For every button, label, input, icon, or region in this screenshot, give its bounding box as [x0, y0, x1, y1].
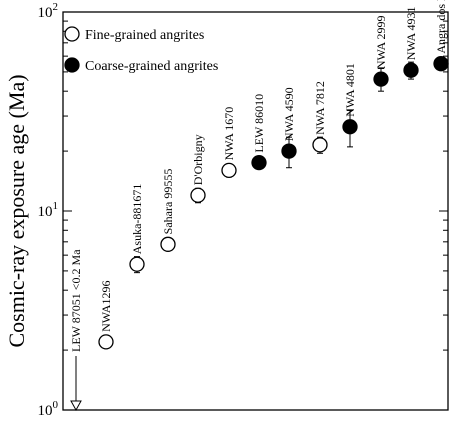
- point-label-sahara-99555: Sahara 99555: [161, 169, 175, 235]
- legend-label-fine: Fine-grained angrites: [85, 28, 204, 43]
- point-label-nwa-7812: NWA 7812: [313, 81, 327, 135]
- point-label-d-orbigny: D'Orbigny: [191, 134, 205, 185]
- legend-marker-coarse: [64, 57, 80, 73]
- y-tick-label-1: 100: [38, 399, 59, 419]
- legend: Fine-grained angrites Coarse-grained ang…: [64, 26, 218, 74]
- point-label-asuka-881671: Asuka-881671: [130, 184, 144, 255]
- point-nwa-2999: [373, 71, 389, 87]
- legend-marker-fine: [64, 26, 80, 42]
- point-asuka-881671: [129, 256, 145, 272]
- point-nwa-4931: [403, 62, 419, 78]
- y-axis-label: Cosmic-ray exposure age (Ma): [4, 74, 29, 347]
- point-lew-86010: [251, 154, 267, 171]
- point-label-lew-87051: LEW 87051 <0.2 Ma: [69, 249, 83, 352]
- point-label-nwa-2999: NWA 2999: [374, 15, 388, 69]
- y-axis-tick-labels: 100 101 102: [38, 1, 59, 419]
- point-nwa1296: [98, 334, 114, 350]
- upper-limit-marker: [70, 356, 82, 412]
- data-point-labels: LEW 87051 <0.2 Ma NWA1296 Asuka-881671 Saha…: [69, 0, 448, 352]
- point-angra-dos-reis: [433, 56, 449, 72]
- upper-limit-arrow-head: [70, 400, 82, 412]
- point-d-orbigny: [190, 187, 206, 203]
- point-nwa-4801: [342, 119, 358, 135]
- point-label-angra-dos-reis: Angra dos Reis: [434, 0, 448, 54]
- data-points: [98, 56, 449, 350]
- point-label-lew-86010: LEW 86010: [252, 94, 266, 153]
- point-label-nwa-4801: NWA 4801: [343, 63, 357, 117]
- point-label-nwa-1670: NWA 1670: [222, 107, 236, 161]
- point-nwa-4590: [281, 143, 297, 159]
- legend-label-coarse: Coarse-grained angrites: [85, 59, 218, 74]
- point-label-nwa1296: NWA1296: [99, 281, 113, 332]
- point-nwa-1670: [221, 162, 237, 179]
- point-sahara-99555: [160, 236, 176, 252]
- point-nwa-7812: [312, 137, 328, 153]
- y-tick-label-10: 101: [38, 200, 59, 220]
- y-tick-label-100: 102: [38, 1, 59, 21]
- y-axis-ticks: [63, 20, 448, 411]
- point-label-nwa-4931: NWA 4931: [404, 7, 418, 61]
- point-label-nwa-4590: NWA 4590: [282, 87, 296, 141]
